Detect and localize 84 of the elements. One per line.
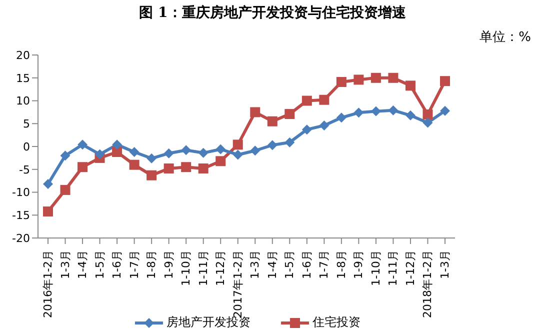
- point: [232, 150, 243, 160]
- point: [181, 162, 192, 172]
- legend-label: 房地产开发投资: [166, 315, 250, 331]
- point: [112, 140, 122, 150]
- point: [198, 163, 208, 174]
- point: [181, 145, 192, 156]
- x-tick-label: 1-7月: [318, 250, 331, 279]
- point: [440, 76, 450, 86]
- point: [422, 109, 433, 120]
- point: [354, 108, 364, 118]
- point: [216, 144, 226, 154]
- point: [78, 140, 88, 150]
- x-tick-label: 2018年1-2月: [421, 250, 434, 318]
- y-tick-label: -5: [19, 163, 30, 176]
- point: [164, 163, 174, 174]
- x-tick-label: 1-10月: [180, 250, 193, 286]
- point: [94, 149, 105, 160]
- point: [267, 116, 278, 126]
- point: [388, 105, 398, 116]
- point: [250, 107, 260, 118]
- x-tick-label: 1-6月: [110, 250, 124, 279]
- y-tick-label: 10: [16, 94, 30, 108]
- x-tick-label: 1-4月: [266, 250, 279, 279]
- point: [78, 162, 88, 172]
- x-tick-label: 1-11月: [386, 250, 400, 286]
- y-tick-label: -15: [12, 209, 30, 222]
- point: [422, 118, 433, 128]
- text: 单位：%: [480, 29, 531, 46]
- x-tick-label: 1-5月: [93, 250, 106, 279]
- point: [405, 80, 416, 91]
- point: [164, 148, 174, 158]
- point: [129, 160, 140, 170]
- x-tick-label: 1-11月: [196, 250, 210, 286]
- point: [302, 124, 312, 135]
- point: [216, 156, 226, 166]
- point: [60, 150, 70, 161]
- point: [370, 72, 381, 83]
- point: [319, 94, 330, 105]
- point: [284, 137, 295, 148]
- x-tick-label: 2017年1-2月: [231, 250, 244, 318]
- point: [267, 140, 278, 150]
- point: [146, 170, 157, 180]
- point: [232, 140, 243, 150]
- y-tick-label: 20: [16, 48, 30, 62]
- x-tick-label: 1-9月: [162, 250, 176, 279]
- point: [302, 96, 312, 106]
- point: [370, 106, 381, 116]
- x-tick-label: 1-12月: [404, 250, 417, 286]
- point: [129, 146, 140, 157]
- point: [43, 179, 53, 190]
- x-tick-label: 1-6月: [300, 250, 314, 279]
- point: [146, 153, 157, 164]
- y-tick-label: 15: [16, 72, 30, 85]
- x-tick-label: 1-8月: [145, 250, 158, 279]
- x-tick-label: 1-9月: [352, 250, 366, 279]
- point: [354, 74, 364, 85]
- point: [405, 110, 416, 120]
- x-tick-label: 1-5月: [283, 250, 296, 279]
- point: [284, 109, 295, 120]
- x-tick-label: 2016年1-2月: [42, 250, 54, 318]
- x-tick-label: 1-8月: [334, 250, 348, 279]
- x-tick-label: 1-4月: [76, 250, 90, 279]
- point: [43, 206, 53, 216]
- x-tick-label: 1-3月: [438, 250, 452, 279]
- y-tick-label: -20: [12, 232, 30, 245]
- point: [388, 72, 398, 83]
- y-tick-label: -10: [12, 186, 30, 200]
- legend-label: 住宅投资: [312, 314, 360, 331]
- point: [336, 76, 346, 87]
- point: [60, 184, 70, 195]
- point: [198, 148, 208, 158]
- point: [336, 112, 346, 123]
- point: [440, 106, 450, 116]
- x-tick-label: 1-3月: [58, 250, 72, 279]
- point: [250, 146, 260, 156]
- chart-title: 图 1：重庆房地产开发投资与住宅投资增速: [138, 4, 407, 22]
- point: [319, 120, 330, 130]
- x-tick-label: 1-10月: [369, 250, 382, 286]
- x-tick-label: 1-3月: [248, 250, 262, 279]
- x-tick-label: 1-7月: [128, 250, 141, 279]
- y-tick-label: 0: [23, 140, 30, 154]
- x-tick-label: 1-12月: [214, 250, 228, 286]
- point: [112, 146, 122, 157]
- y-tick-label: 5: [23, 118, 30, 131]
